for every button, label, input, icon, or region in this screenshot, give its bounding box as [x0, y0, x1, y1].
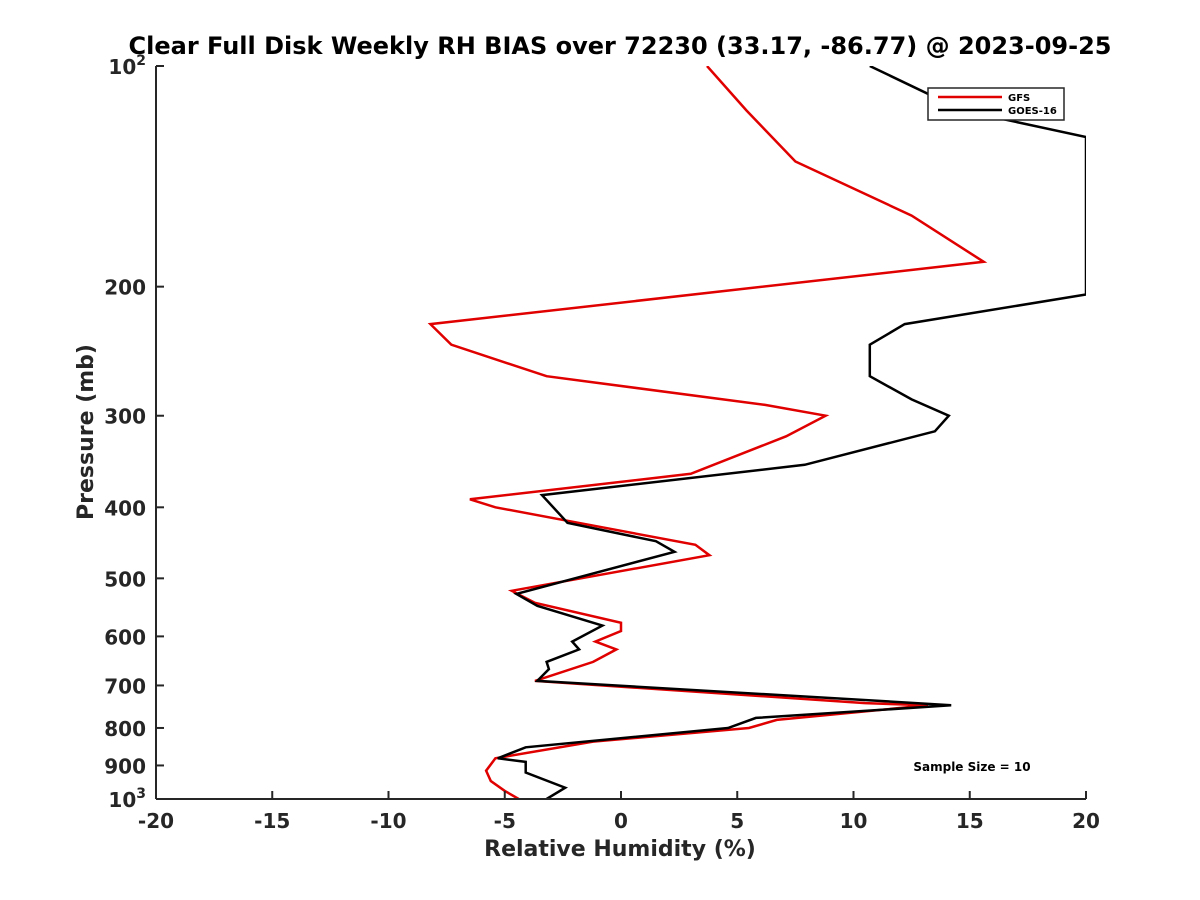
- x-tick-label: -15: [254, 809, 290, 833]
- x-tick-label: 15: [956, 809, 984, 833]
- y-tick-label: 600: [104, 625, 146, 649]
- x-tick-label: 0: [614, 809, 628, 833]
- series-line-goes16: [497, 66, 1086, 799]
- legend: GFS GOES-16: [927, 87, 1065, 121]
- x-tick-label: -10: [370, 809, 406, 833]
- legend-label-gfs: GFS: [1008, 93, 1030, 104]
- plot-area: -20 -15 -10 -5 0 5 10 15 20 102 200 300 400 500 600 70…: [104, 53, 1100, 833]
- y-tick-label: 500: [104, 567, 146, 591]
- legend-label-goes16: GOES-16: [1008, 106, 1057, 117]
- y-axis-label: Pressure (mb): [74, 344, 99, 520]
- x-tick-label: 5: [730, 809, 744, 833]
- legend-box: [927, 87, 1065, 121]
- y-tick-label: 700: [104, 674, 146, 698]
- y-tick-label: 800: [104, 717, 146, 741]
- y-tick-label: 200: [104, 276, 146, 300]
- y-axis: 102 200 300 400 500 600 700 800 900 103: [104, 53, 164, 812]
- sample-size-annotation: Sample Size = 10: [913, 760, 1030, 774]
- x-axis: -20 -15 -10 -5 0 5 10 15 20: [138, 791, 1100, 833]
- chart-title: Clear Full Disk Weekly RH BIAS over 7223…: [129, 32, 1112, 60]
- series-layer: [427, 66, 1086, 799]
- y-tick-label: 900: [104, 754, 146, 778]
- y-tick-label: 400: [104, 496, 146, 520]
- x-tick-label: 10: [840, 809, 868, 833]
- x-tick-label: -5: [494, 809, 516, 833]
- x-tick-label: 20: [1072, 809, 1100, 833]
- y-tick-label: 103: [108, 786, 146, 812]
- x-axis-label: Relative Humidity (%): [484, 837, 756, 862]
- y-tick-label: 300: [104, 405, 146, 429]
- x-tick-label: -20: [138, 809, 174, 833]
- y-tick-label: 102: [108, 53, 146, 79]
